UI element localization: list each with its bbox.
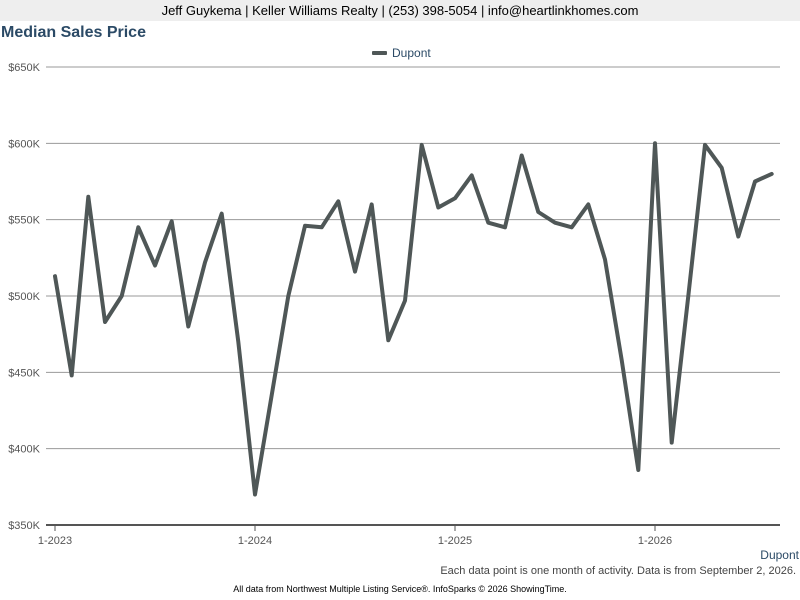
y-tick-label: $500K <box>8 291 40 303</box>
x-tick-label: 1-2026 <box>638 535 672 547</box>
legend-swatch <box>372 51 387 55</box>
x-tick-label: 1-2023 <box>38 535 72 547</box>
agent-contact-bar: Jeff Guykema | Keller Williams Realty | … <box>0 0 800 21</box>
chart-title: Median Sales Price <box>1 24 146 41</box>
y-tick-label: $600K <box>8 138 40 150</box>
chart-legend: Dupont <box>372 46 431 60</box>
y-tick-label: $550K <box>8 215 40 227</box>
series-label: Dupont <box>760 548 799 562</box>
legend-label: Dupont <box>392 46 431 60</box>
data-note: Each data point is one month of activity… <box>440 565 796 577</box>
y-tick-label: $450K <box>8 367 40 379</box>
footer-credit: All data from Northwest Multiple Listing… <box>233 584 567 594</box>
y-tick-label: $650K <box>8 62 40 74</box>
x-tick-label: 1-2024 <box>238 535 272 547</box>
y-tick-label: $350K <box>8 520 40 532</box>
series-line-dupont <box>53 141 774 497</box>
y-tick-label: $400K <box>8 444 40 456</box>
x-tick-label: 1-2025 <box>438 535 472 547</box>
